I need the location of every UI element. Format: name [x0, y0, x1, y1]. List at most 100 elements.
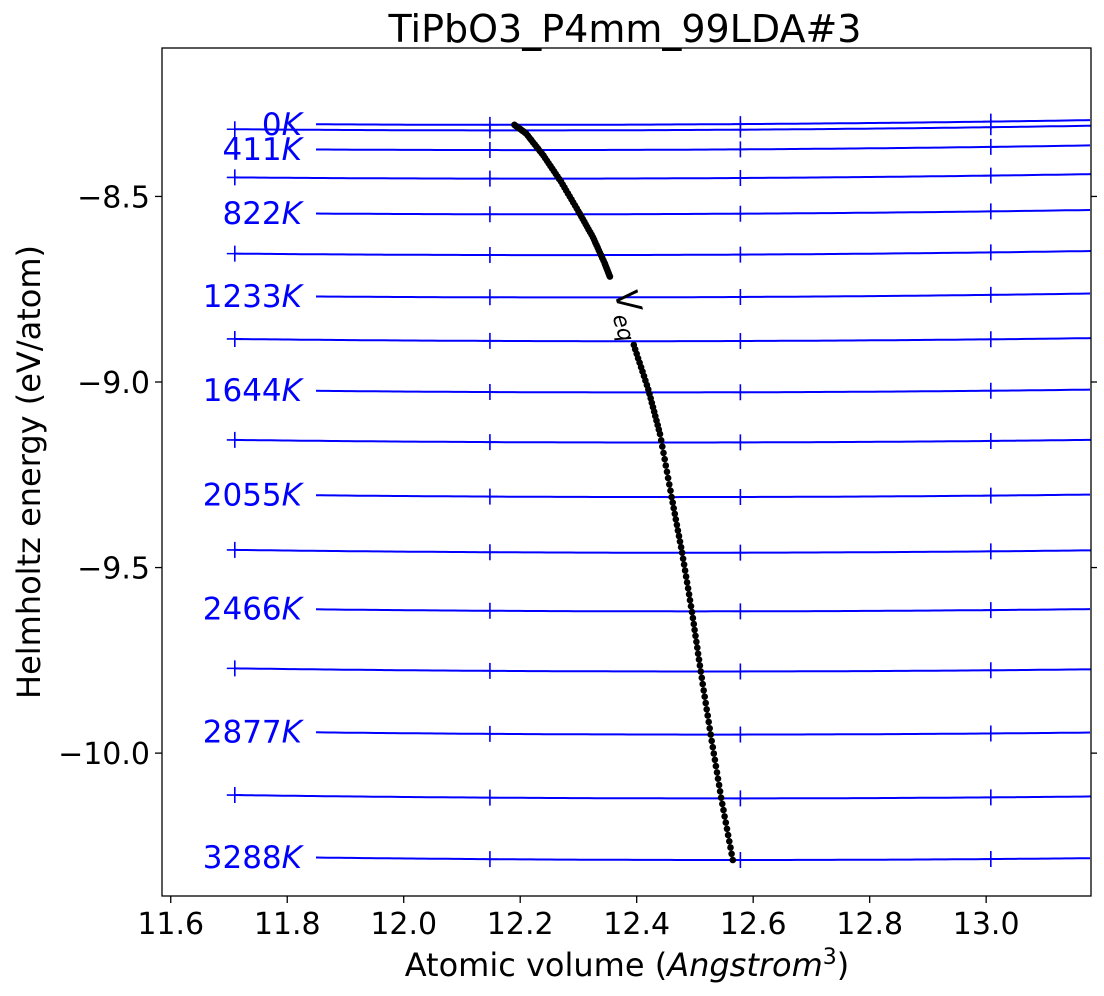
series-marker [982, 382, 999, 399]
series-marker [982, 662, 999, 679]
y-tick-label: −9.5 [77, 552, 150, 587]
veq-point [669, 499, 676, 506]
series-marker [732, 121, 749, 138]
veq-label: Veq [601, 285, 657, 345]
veq-point [700, 687, 707, 694]
series-group [226, 113, 1091, 869]
veq-point [666, 481, 673, 488]
veq-point [663, 468, 671, 476]
series-marker [732, 246, 749, 263]
y-axis: −8.5 −9.0 −9.5 −10.0 [58, 180, 1097, 772]
veq-point [695, 656, 703, 663]
veq-point [726, 838, 733, 845]
series-line [315, 608, 1091, 613]
series-line [315, 209, 1091, 216]
veq-point [670, 504, 677, 512]
series-marker [982, 432, 999, 449]
chart-title: TiPbO3_P4mm_99LDA#3 [388, 7, 862, 51]
series-marker [226, 541, 243, 558]
x-tick-label: 13.0 [953, 907, 1020, 942]
temperature-label: 2877K [203, 715, 305, 751]
veq-point [729, 856, 737, 864]
series-line [234, 548, 1091, 554]
veq-point [680, 561, 688, 568]
veq-point [698, 674, 706, 682]
veq-point [699, 680, 706, 688]
veq-point [692, 632, 699, 640]
veq-point [679, 555, 687, 562]
series-marker [732, 544, 749, 561]
series-marker [481, 789, 498, 806]
veq-point [713, 769, 721, 776]
series-marker [481, 247, 498, 264]
temperature-label: 3288K [203, 840, 305, 876]
veq-point [675, 532, 683, 540]
series-marker [982, 167, 999, 184]
veq-point [661, 455, 668, 463]
veq-point [714, 775, 722, 782]
veq-point [657, 437, 665, 444]
veq-point [685, 591, 693, 598]
series-line [234, 794, 1091, 800]
veq-point [677, 543, 685, 551]
veq-point [691, 626, 698, 634]
series-marker [982, 119, 999, 136]
veq-point [662, 462, 670, 469]
veq-point [673, 521, 681, 529]
x-tick-label: 12.6 [720, 907, 787, 942]
series-line [316, 493, 1090, 499]
veq-point [721, 813, 728, 820]
series-line [234, 438, 1091, 444]
veq-point [668, 493, 675, 501]
veq-point [687, 602, 695, 610]
temperature-label: 2055K [203, 478, 305, 514]
series-marker [481, 725, 498, 742]
veq-point [701, 693, 708, 700]
series-marker [732, 169, 749, 186]
series-marker [732, 663, 749, 680]
series-marker [481, 662, 498, 679]
series-line [315, 388, 1091, 394]
veq-point [705, 718, 712, 726]
y-tick-label: −8.5 [77, 180, 150, 215]
veq-point [671, 510, 679, 518]
series-marker [732, 333, 749, 350]
series-marker [732, 288, 749, 305]
series-marker [481, 122, 498, 139]
series-marker [226, 245, 243, 262]
veq-point [719, 800, 726, 808]
veq-point [712, 762, 720, 770]
veq-point [659, 443, 666, 450]
series-marker [732, 434, 749, 451]
series-marker [481, 434, 498, 451]
veq-point [684, 585, 692, 592]
series-marker [226, 169, 243, 186]
y-axis-label: Helmholtz energy (eV/atom) [10, 245, 48, 699]
veq-point [708, 737, 715, 745]
series-marker [481, 142, 498, 159]
series-marker [481, 206, 498, 223]
x-tick-label: 11.6 [137, 907, 204, 942]
series-line [316, 144, 1091, 152]
series-line [316, 119, 1091, 126]
veq-point [688, 608, 696, 616]
veq-point [674, 527, 682, 534]
veq-point [693, 638, 700, 646]
series-marker [982, 331, 999, 348]
veq-point [723, 825, 731, 833]
series-marker [226, 121, 243, 138]
veq-point [696, 662, 704, 669]
veq-point [724, 831, 732, 839]
veq-point [694, 644, 701, 651]
veq-point [681, 567, 689, 574]
x-tick-label: 12.8 [836, 907, 903, 942]
series-marker [226, 660, 243, 677]
series-line [234, 337, 1091, 343]
veq-point [689, 614, 697, 622]
x-axis: 11.6 11.8 12.0 12.2 12.4 12.6 12.8 13.0 [137, 896, 1020, 942]
veq-point [664, 474, 672, 482]
series-marker [732, 384, 749, 401]
x-tick-label: 12.0 [370, 907, 437, 942]
